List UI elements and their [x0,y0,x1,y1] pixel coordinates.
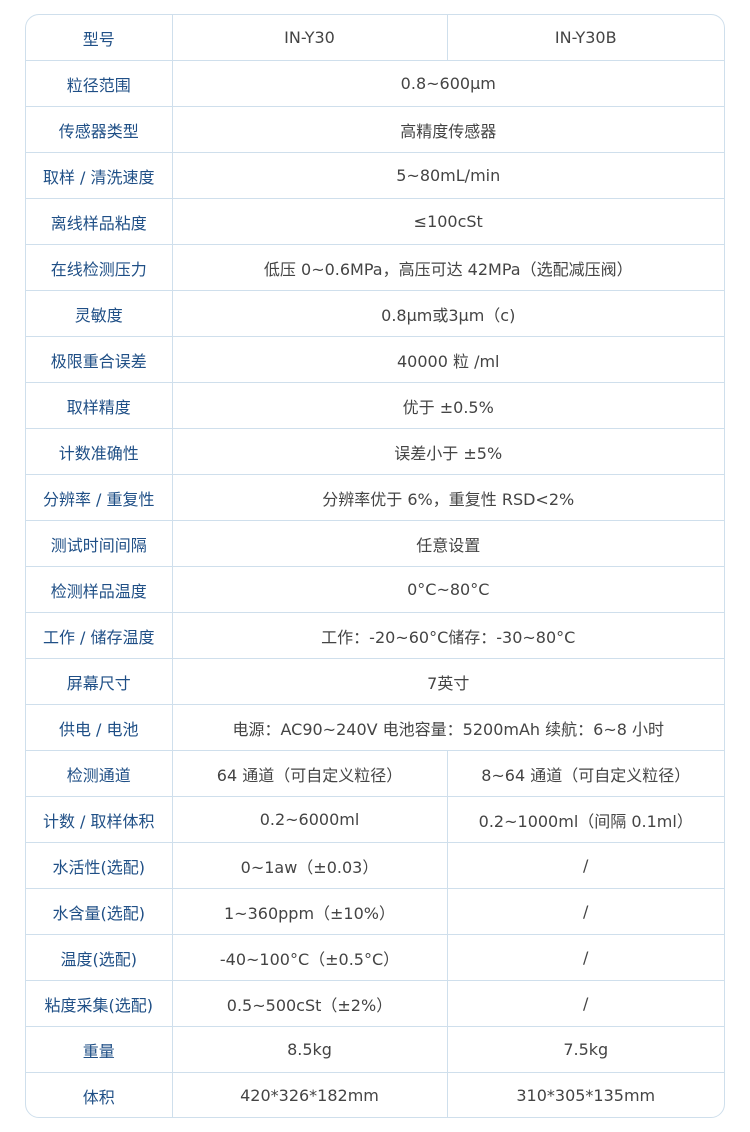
table-row: 传感器类型 高精度传感器 [26,106,724,153]
row-label: 检测通道 [26,750,173,797]
row-label: 传感器类型 [26,106,173,153]
table-row: 粒径范围 0.8~600µm [26,60,724,107]
row-value: 0.8µm或3µm（c) [171,290,724,337]
row-value: 64 通道（可自定义粒径） [171,750,448,797]
row-label: 分辨率 / 重复性 [26,474,173,521]
row-value: 0.2~1000ml（间隔 0.1ml） [446,796,724,843]
row-value: 电源：AC90~240V 电池容量：5200mAh 续航：6~8 小时 [171,704,724,751]
table-row: 在线检测压力 低压 0~0.6MPa，高压可达 42MPa（选配减压阀） [26,244,724,291]
table-row: 温度(选配) -40~100°C（±0.5°C） / [26,934,724,981]
row-value: 0.5~500cSt（±2%） [171,980,448,1027]
row-label: 灵敏度 [26,290,173,337]
row-value: IN-Y30B [446,15,724,61]
row-label: 重量 [26,1026,173,1073]
table-row: 计数 / 取样体积 0.2~6000ml 0.2~1000ml（间隔 0.1ml） [26,796,724,843]
row-value: ≤100cSt [171,198,724,245]
row-value: 1~360ppm（±10%） [171,888,448,935]
row-value: 7英寸 [171,658,724,705]
table-row: 灵敏度 0.8µm或3µm（c) [26,290,724,337]
table-row: 离线样品粘度 ≤100cSt [26,198,724,245]
table-row: 取样精度 优于 ±0.5% [26,382,724,429]
row-label: 体积 [26,1072,173,1117]
table-row: 分辨率 / 重复性 分辨率优于 6%，重复性 RSD<2% [26,474,724,521]
row-value: 误差小于 ±5% [171,428,724,475]
row-value: 0~1aw（±0.03） [171,842,448,889]
row-label: 极限重合误差 [26,336,173,383]
row-label: 测试时间间隔 [26,520,173,567]
table-row: 水活性(选配) 0~1aw（±0.03） / [26,842,724,889]
row-label: 供电 / 电池 [26,704,173,751]
row-value: 0.8~600µm [171,60,724,107]
row-label: 水含量(选配) [26,888,173,935]
row-value: / [446,888,724,935]
row-value: / [446,980,724,1027]
table-row: 检测样品温度 0°C~80°C [26,566,724,613]
table-row: 取样 / 清洗速度 5~80mL/min [26,152,724,199]
row-label: 水活性(选配) [26,842,173,889]
table-row: 粘度采集(选配) 0.5~500cSt（±2%） / [26,980,724,1027]
row-label: 计数准确性 [26,428,173,475]
row-value: 310*305*135mm [446,1072,724,1117]
spec-table: 型号 IN-Y30 IN-Y30B 粒径范围 0.8~600µm 传感器类型 高精度传感器取… [26,15,724,1117]
table-row: 供电 / 电池 电源：AC90~240V 电池容量：5200mAh 续航：6~8 … [26,704,724,751]
row-label: 在线检测压力 [26,244,173,291]
row-value: 低压 0~0.6MPa，高压可达 42MPa（选配减压阀） [171,244,724,291]
row-label: 计数 / 取样体积 [26,796,173,843]
row-label: 粘度采集(选配) [26,980,173,1027]
row-label: 屏幕尺寸 [26,658,173,705]
table-row: 测试时间间隔 任意设置 [26,520,724,567]
table-row: 水含量(选配) 1~360ppm（±10%） / [26,888,724,935]
row-value: 0.2~6000ml [171,796,448,843]
row-value: 分辨率优于 6%，重复性 RSD<2% [171,474,724,521]
table-row: 极限重合误差 40000 粒 /ml [26,336,724,383]
table-row: 检测通道 64 通道（可自定义粒径） 8~64 通道（可自定义粒径） [26,750,724,797]
row-label: 取样精度 [26,382,173,429]
row-value: 7.5kg [446,1026,724,1073]
row-value: IN-Y30 [171,15,448,61]
row-value: 任意设置 [171,520,724,567]
table-row: 体积 420*326*182mm 310*305*135mm [26,1072,724,1117]
row-label: 离线样品粘度 [26,198,173,245]
row-label: 工作 / 储存温度 [26,612,173,659]
row-value: 工作：-20~60°C储存：-30~80°C [171,612,724,659]
row-value: 8.5kg [171,1026,448,1073]
row-label: 温度(选配) [26,934,173,981]
table-row: 型号 IN-Y30 IN-Y30B [26,15,724,61]
table-row: 重量 8.5kg 7.5kg [26,1026,724,1073]
row-value: 0°C~80°C [171,566,724,613]
spec-table-container: 型号 IN-Y30 IN-Y30B 粒径范围 0.8~600µm 传感器类型 高精度传感器取… [25,14,725,1118]
table-row: 计数准确性 误差小于 ±5% [26,428,724,475]
row-label: 检测样品温度 [26,566,173,613]
row-value: / [446,934,724,981]
table-row: 工作 / 储存温度 工作：-20~60°C储存：-30~80°C [26,612,724,659]
row-label: 粒径范围 [26,60,173,107]
row-value: / [446,842,724,889]
row-value: 优于 ±0.5% [171,382,724,429]
row-value: 5~80mL/min [171,152,724,199]
row-value: 40000 粒 /ml [171,336,724,383]
row-label: 型号 [26,15,173,61]
row-value: -40~100°C（±0.5°C） [171,934,448,981]
row-value: 420*326*182mm [171,1072,448,1117]
table-row: 屏幕尺寸 7英寸 [26,658,724,705]
row-value: 高精度传感器 [171,106,724,153]
row-value: 8~64 通道（可自定义粒径） [446,750,724,797]
row-label: 取样 / 清洗速度 [26,152,173,199]
